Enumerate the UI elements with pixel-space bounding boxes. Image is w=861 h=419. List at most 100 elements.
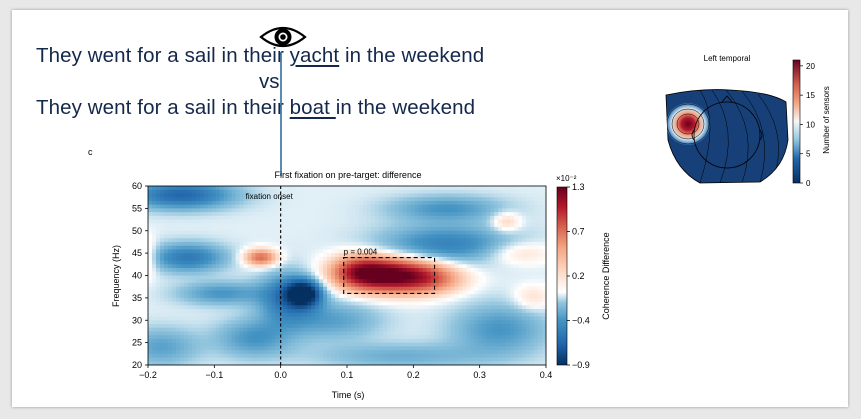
- heatmap-cell: [410, 253, 416, 258]
- heatmap-cell: [163, 253, 169, 258]
- heatmap-cell: [486, 346, 491, 351]
- heatmap-cell: [148, 316, 153, 321]
- heatmap-cell: [259, 200, 264, 206]
- heatmap-cell: [175, 357, 181, 362]
- heatmap-cell: [267, 312, 272, 318]
- heatmap-cell: [506, 335, 511, 340]
- heatmap-cell: [390, 186, 396, 191]
- heatmap-cell: [454, 249, 459, 254]
- heatmap-cell: [211, 279, 217, 284]
- heatmap-cell: [402, 223, 408, 228]
- heatmap-cell: [207, 238, 213, 243]
- heatmap-cell: [231, 290, 237, 295]
- heatmap-cell: [243, 357, 248, 362]
- heatmap-cell: [418, 350, 424, 355]
- heatmap-cell: [247, 223, 252, 228]
- heatmap-cell: [315, 275, 320, 280]
- heatmap-cell: [219, 215, 225, 221]
- heatmap-cell: [243, 256, 248, 262]
- heatmap-cell: [394, 327, 400, 332]
- heatmap-cell: [350, 256, 356, 262]
- heatmap-cell: [343, 361, 348, 366]
- heatmap-cell: [514, 350, 519, 355]
- heatmap-cell: [402, 331, 408, 336]
- heatmap-cell: [486, 327, 491, 332]
- heatmap-cell: [498, 342, 503, 347]
- heatmap-cell: [438, 327, 444, 332]
- heatmap-cell: [211, 338, 217, 344]
- heatmap-cell: [390, 260, 396, 265]
- heatmap-cell: [370, 215, 376, 221]
- heatmap-cell: [514, 230, 519, 235]
- heatmap-cell: [354, 350, 360, 355]
- heatmap-cell: [159, 309, 165, 314]
- heatmap-cell: [163, 305, 169, 310]
- heatmap-cell: [370, 361, 376, 366]
- heatmap-cell: [422, 275, 428, 280]
- heatmap-cell: [438, 297, 444, 303]
- heatmap-cell: [422, 346, 428, 351]
- heatmap-cell: [191, 230, 197, 235]
- heatmap-cell: [279, 353, 284, 359]
- heatmap-cell: [422, 301, 428, 306]
- heatmap-cell: [474, 301, 479, 306]
- heatmap-cell: [454, 316, 459, 321]
- heatmap-cell: [426, 290, 432, 295]
- heatmap-cell: [526, 256, 531, 262]
- heatmap-cell: [151, 279, 157, 284]
- heatmap-cell: [506, 350, 511, 355]
- heatmap-cell: [323, 335, 328, 340]
- heatmap-cell: [414, 219, 420, 224]
- heatmap-cell: [295, 260, 300, 265]
- heatmap-cell: [542, 253, 547, 258]
- heatmap-cell: [438, 294, 444, 299]
- heatmap-cell: [442, 286, 447, 291]
- heatmap-cell: [175, 249, 181, 254]
- heatmap-cell: [255, 279, 260, 284]
- heatmap-cell: [386, 264, 392, 269]
- heatmap-cell: [426, 338, 432, 344]
- heatmap-cell: [454, 212, 459, 217]
- heatmap-cell: [227, 335, 233, 340]
- heatmap-cell: [390, 245, 396, 250]
- heatmap-cell: [462, 189, 467, 194]
- heatmap-cell: [482, 212, 487, 217]
- heatmap-cell: [255, 331, 260, 336]
- heatmap-cell: [378, 290, 384, 295]
- heatmap-cell: [362, 286, 368, 291]
- heatmap-cell: [311, 309, 316, 314]
- heatmap-cell: [255, 238, 260, 243]
- heatmap-cell: [366, 212, 372, 217]
- heatmap-cell: [263, 361, 268, 366]
- heatmap-cell: [374, 253, 380, 258]
- heatmap-cell: [358, 212, 364, 217]
- heatmap-cell: [259, 301, 264, 306]
- heatmap-cell: [251, 253, 256, 258]
- heatmap-cell: [191, 350, 197, 355]
- heatmap-cell: [530, 234, 535, 239]
- heatmap-cell: [542, 286, 547, 291]
- heatmap-cell: [148, 264, 153, 269]
- heatmap-cell: [506, 230, 511, 235]
- heatmap-cell: [151, 305, 157, 310]
- heatmap-cell: [510, 204, 515, 209]
- heatmap-cell: [163, 189, 169, 194]
- heatmap-cell: [394, 215, 400, 221]
- heatmap-cell: [518, 357, 523, 362]
- heatmap-cell: [406, 316, 412, 321]
- heatmap-cell: [538, 294, 543, 299]
- heatmap-cell: [175, 200, 181, 206]
- heatmap-cell: [283, 256, 288, 262]
- heatmap-cell: [271, 312, 276, 318]
- heatmap-cell: [307, 268, 312, 273]
- heatmap-cell: [426, 189, 432, 194]
- heatmap-cell: [358, 200, 364, 206]
- heatmap-cell: [199, 189, 205, 194]
- heatmap-cell: [378, 327, 384, 332]
- heatmap-cell: [219, 335, 225, 340]
- heatmap-cell: [362, 253, 368, 258]
- heatmap-cell: [358, 327, 364, 332]
- heatmap-cell: [458, 357, 463, 362]
- heatmap-cell: [418, 338, 424, 344]
- heatmap-cell: [275, 212, 280, 217]
